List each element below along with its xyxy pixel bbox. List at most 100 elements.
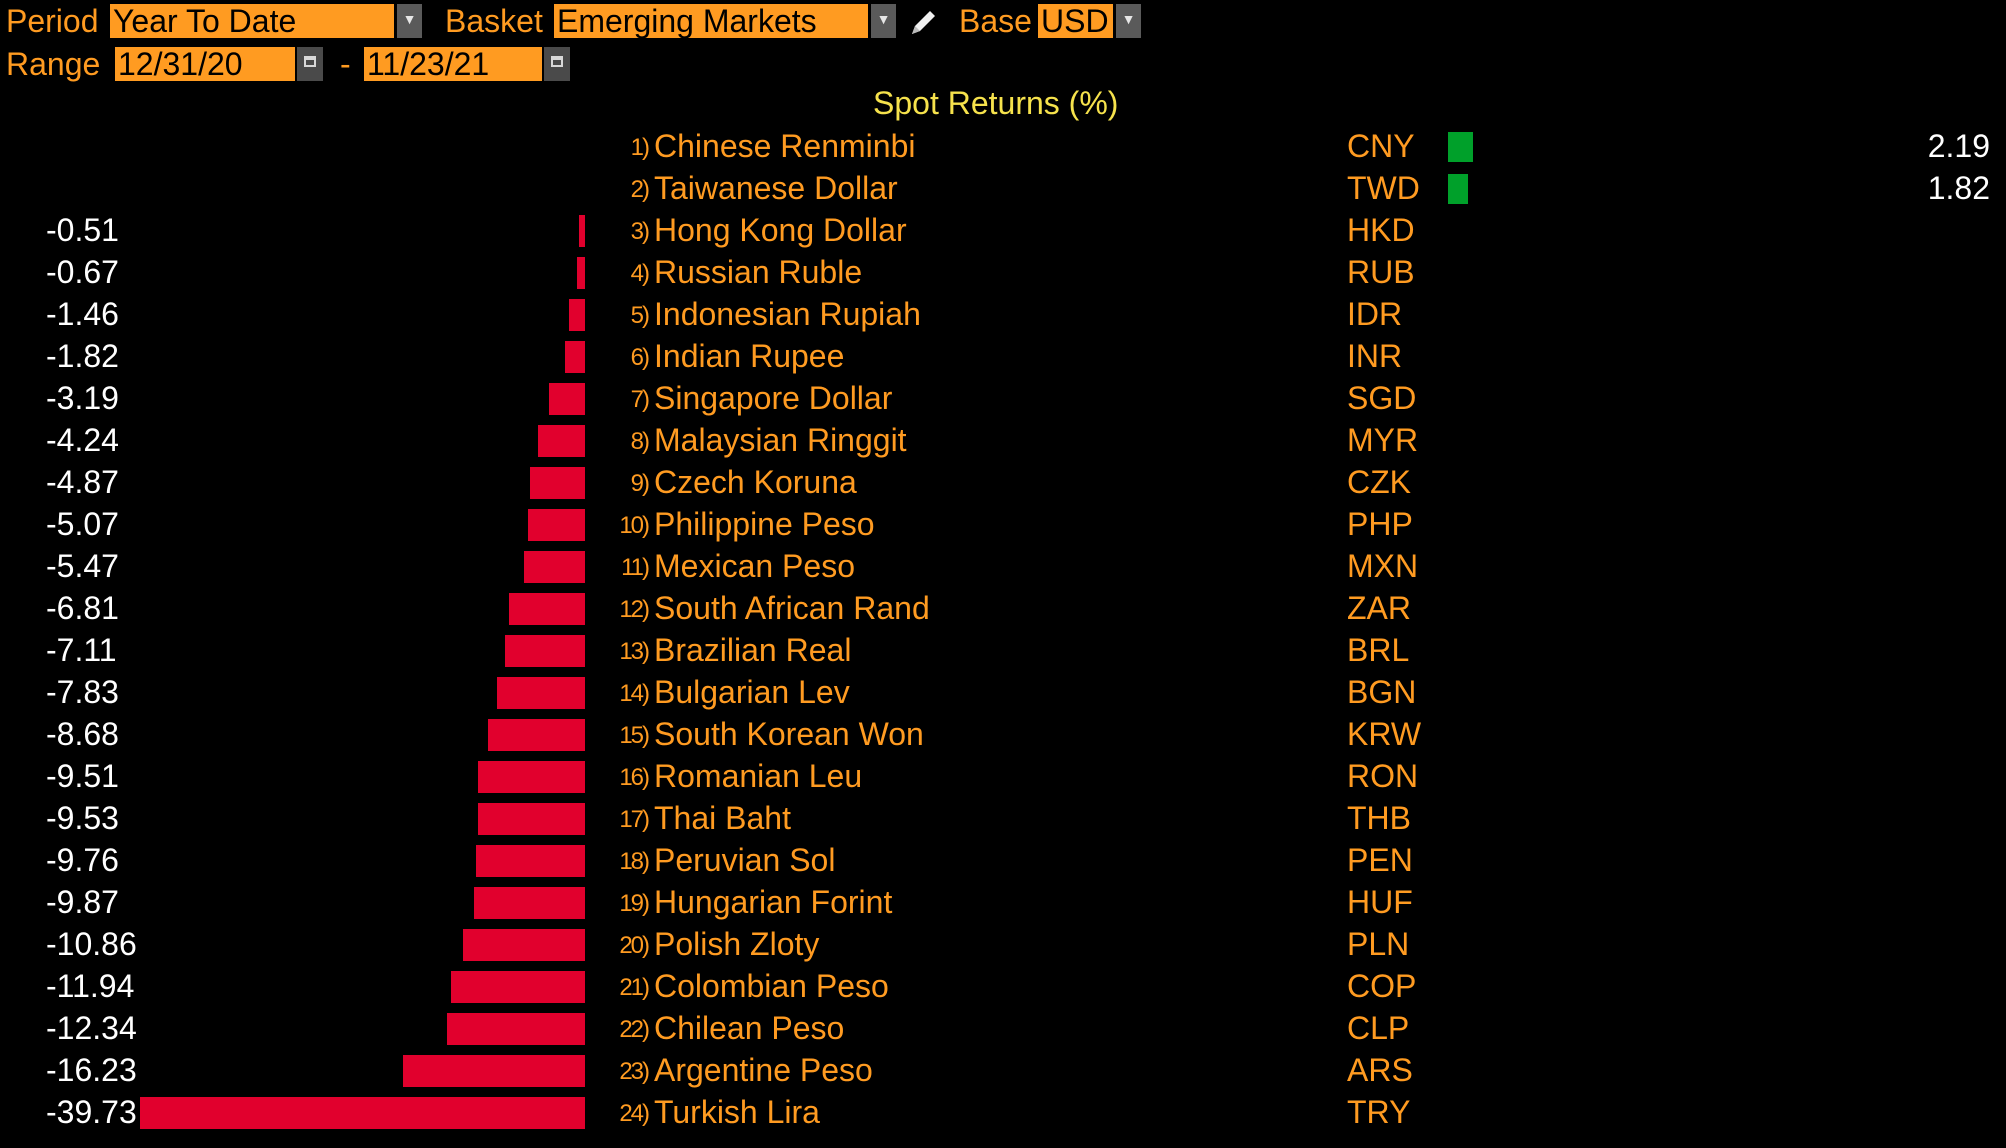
table-row[interactable]: -4.87 9) Czech Koruna CZK (0, 462, 2006, 504)
currency-name[interactable]: South African Rand (654, 590, 930, 626)
currency-code: PEN (1347, 842, 1413, 878)
rank-number: 24) (619, 1100, 650, 1127)
currency-code: BGN (1347, 674, 1417, 710)
currency-name[interactable]: Peruvian Sol (654, 842, 836, 878)
basket-select[interactable]: Emerging Markets (554, 4, 868, 38)
value-label: -9.51 (46, 758, 119, 794)
table-row[interactable]: -1.46 5) Indonesian Rupiah IDR (0, 294, 2006, 336)
currency-name[interactable]: Singapore Dollar (654, 380, 893, 416)
value-label: -8.68 (46, 716, 119, 752)
table-row[interactable]: 2.19 1) Chinese Renminbi CNY (0, 126, 2006, 168)
table-row[interactable]: -12.34 22) Chilean Peso CLP (0, 1008, 2006, 1050)
currency-code: MYR (1347, 422, 1419, 458)
table-row[interactable]: -39.73 24) Turkish Lira TRY (0, 1092, 2006, 1134)
table-row[interactable]: -9.76 18) Peruvian Sol PEN (0, 840, 2006, 882)
currency-name[interactable]: Philippine Peso (654, 506, 875, 542)
rank-number: 10) (619, 512, 650, 539)
rank-number: 23) (619, 1058, 650, 1085)
value-label: -1.82 (46, 338, 119, 374)
currency-name[interactable]: Polish Zloty (654, 926, 820, 962)
value-label: -12.34 (46, 1010, 137, 1046)
currency-code: PLN (1347, 926, 1410, 962)
table-row[interactable]: -6.81 12) South African Rand ZAR (0, 588, 2006, 630)
negative-bar (463, 929, 585, 961)
range-start-input[interactable]: 12/31/20 (115, 47, 295, 81)
value-label: 1.82 (1927, 170, 1990, 206)
table-row[interactable]: -5.47 11) Mexican Peso MXN (0, 546, 2006, 588)
currency-name[interactable]: Colombian Peso (654, 968, 889, 1004)
period-select[interactable]: Year To Date (110, 4, 394, 38)
currency-name[interactable]: Thai Baht (654, 800, 791, 836)
negative-bar (140, 1097, 585, 1129)
positive-bar (1448, 174, 1469, 204)
calendar-icon[interactable] (297, 47, 323, 81)
table-row[interactable]: -16.23 23) Argentine Peso ARS (0, 1050, 2006, 1092)
chart-title: Spot Returns (%) (873, 85, 1119, 121)
table-row[interactable]: -4.24 8) Malaysian Ringgit MYR (0, 420, 2006, 462)
table-row[interactable]: -1.82 6) Indian Rupee INR (0, 336, 2006, 378)
basket-label: Basket (445, 3, 543, 39)
currency-name[interactable]: Chilean Peso (654, 1010, 845, 1046)
currency-name[interactable]: Taiwanese Dollar (654, 170, 898, 206)
currency-code: ARS (1347, 1052, 1413, 1088)
currency-name[interactable]: South Korean Won (654, 716, 924, 752)
currency-name[interactable]: Indian Rupee (654, 338, 845, 374)
negative-bar (577, 257, 585, 289)
table-row[interactable]: -9.53 17) Thai Baht THB (0, 798, 2006, 840)
table-row[interactable]: -0.51 3) Hong Kong Dollar HKD (0, 210, 2006, 252)
negative-bar (478, 803, 585, 835)
table-row[interactable]: -0.67 4) Russian Ruble RUB (0, 252, 2006, 294)
table-row[interactable]: -10.86 20) Polish Zloty PLN (0, 924, 2006, 966)
currency-code: CZK (1347, 464, 1411, 500)
currency-name[interactable]: Brazilian Real (654, 632, 852, 668)
table-row[interactable]: -11.94 21) Colombian Peso COP (0, 966, 2006, 1008)
table-row[interactable]: -7.11 13) Brazilian Real BRL (0, 630, 2006, 672)
table-row[interactable]: -9.51 16) Romanian Leu RON (0, 756, 2006, 798)
table-row[interactable]: -9.87 19) Hungarian Forint HUF (0, 882, 2006, 924)
basket-dropdown-button[interactable]: ▼ (871, 4, 896, 38)
rank-number: 3) (630, 218, 650, 245)
table-row[interactable]: -7.83 14) Bulgarian Lev BGN (0, 672, 2006, 714)
table-row[interactable]: 1.82 2) Taiwanese Dollar TWD (0, 168, 2006, 210)
value-label: 2.19 (1927, 128, 1990, 164)
pencil-icon[interactable] (906, 6, 940, 40)
currency-name[interactable]: Turkish Lira (654, 1094, 820, 1130)
currency-name[interactable]: Argentine Peso (654, 1052, 873, 1088)
currency-name[interactable]: Hungarian Forint (654, 884, 893, 920)
negative-bar (530, 467, 585, 499)
currency-name[interactable]: Russian Ruble (654, 254, 863, 290)
table-row[interactable]: -5.07 10) Philippine Peso PHP (0, 504, 2006, 546)
currency-name[interactable]: Indonesian Rupiah (654, 296, 921, 332)
currency-code: HUF (1347, 884, 1413, 920)
currency-name[interactable]: Romanian Leu (654, 758, 863, 794)
currency-name[interactable]: Czech Koruna (654, 464, 857, 500)
currency-name[interactable]: Hong Kong Dollar (654, 212, 907, 248)
value-label: -0.67 (46, 254, 119, 290)
range-label: Range (6, 46, 101, 82)
value-label: -16.23 (46, 1052, 137, 1088)
rank-number: 22) (619, 1016, 650, 1043)
period-label: Period (6, 3, 99, 39)
rank-number: 4) (630, 260, 650, 287)
table-row[interactable]: -3.19 7) Singapore Dollar SGD (0, 378, 2006, 420)
currency-code: RUB (1347, 254, 1415, 290)
currency-name[interactable]: Chinese Renminbi (654, 128, 916, 164)
range-end-input[interactable]: 11/23/21 (364, 47, 542, 81)
value-label: -4.87 (46, 464, 119, 500)
value-label: -7.11 (46, 632, 117, 668)
rank-number: 7) (630, 386, 650, 413)
negative-bar (537, 425, 585, 457)
currency-name[interactable]: Malaysian Ringgit (654, 422, 907, 458)
period-dropdown-button[interactable]: ▼ (397, 4, 422, 38)
rank-number: 20) (619, 932, 650, 959)
value-label: -7.83 (46, 674, 119, 710)
currency-name[interactable]: Bulgarian Lev (654, 674, 850, 710)
base-dropdown-button[interactable]: ▼ (1116, 4, 1141, 38)
table-row[interactable]: -8.68 15) South Korean Won KRW (0, 714, 2006, 756)
calendar-icon[interactable] (544, 47, 570, 81)
currency-name[interactable]: Mexican Peso (654, 548, 855, 584)
base-currency-select[interactable]: USD (1038, 4, 1113, 38)
rank-number: 11) (621, 554, 650, 581)
rank-number: 5) (630, 302, 650, 329)
value-label: -9.76 (46, 842, 119, 878)
